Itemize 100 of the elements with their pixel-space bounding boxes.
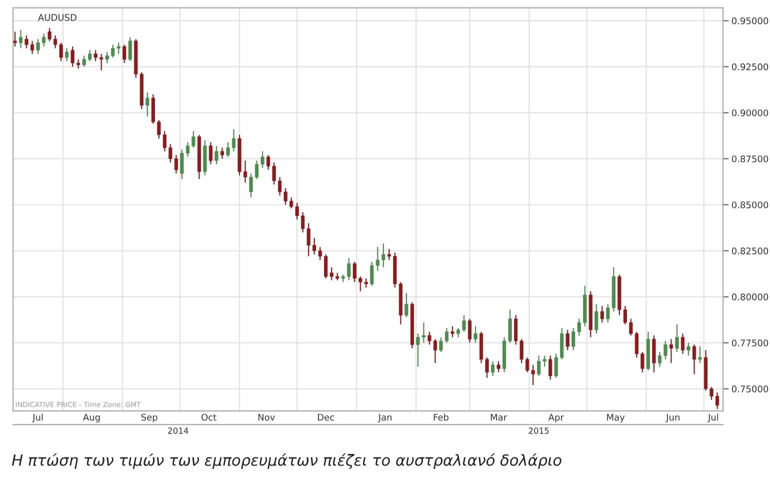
candlestick <box>82 55 86 68</box>
candlestick <box>65 48 69 62</box>
candlestick <box>13 31 17 48</box>
y-tick-label: 0.90000 <box>732 109 768 116</box>
candlestick <box>70 46 74 68</box>
candlestick <box>554 353 558 378</box>
candlestick <box>151 94 155 124</box>
candlestick <box>306 222 310 257</box>
candlestick <box>18 29 23 49</box>
candlestick <box>526 356 530 373</box>
candlestick <box>162 130 166 152</box>
candlestick <box>88 50 92 62</box>
candlestick <box>24 34 28 49</box>
candlestick <box>312 237 316 255</box>
candlestick <box>531 364 535 386</box>
candlestick <box>36 38 40 54</box>
candlestick <box>249 172 253 198</box>
candlestick <box>640 351 644 373</box>
candlestick <box>180 148 184 180</box>
candlestick <box>290 196 294 209</box>
candlestick <box>623 305 627 325</box>
candlestick <box>260 150 264 168</box>
text: Η πτώση των τιμών των εμπορευμάτων πιέζει το αυστραλιανό δολάριο <box>12 453 562 469</box>
candlestick <box>146 92 150 117</box>
x-tick-label: Jul <box>708 414 718 422</box>
candlestick <box>715 392 720 410</box>
candlestick <box>468 318 472 344</box>
y-tick-label: 0.95000 <box>732 17 768 24</box>
candlestick <box>284 188 288 206</box>
candlestick <box>444 328 449 344</box>
candlestick <box>496 360 500 373</box>
candlestick <box>490 360 495 376</box>
candlestick <box>450 326 454 338</box>
candlestick <box>658 351 662 368</box>
candlestick <box>594 304 598 334</box>
x2-tick-label: 2015 <box>528 428 549 434</box>
candlestick <box>352 261 356 283</box>
x-tick-label: Oct <box>202 414 216 421</box>
candlestick <box>508 309 512 344</box>
candlestick <box>94 50 98 62</box>
candlestick <box>174 154 178 174</box>
candlestick <box>629 318 633 336</box>
candlestick <box>122 44 126 64</box>
candlestick <box>243 160 248 184</box>
candlestick <box>600 305 604 324</box>
candlestick <box>652 334 656 373</box>
candlestick <box>168 143 172 163</box>
y-tick-label: 0.92500 <box>732 63 768 70</box>
candlestick <box>456 328 460 338</box>
candlestick <box>266 154 270 170</box>
candlestick <box>634 331 638 358</box>
candlestick <box>30 40 34 54</box>
candlestick <box>698 346 702 364</box>
y-tick-label: 0.85000 <box>732 201 768 208</box>
candlestick <box>192 130 196 148</box>
candlestick <box>100 53 104 71</box>
candlestick <box>542 355 546 368</box>
text: AUDUSD <box>38 14 76 21</box>
candlestick <box>474 326 478 344</box>
x-tick-label: Aug <box>83 414 100 422</box>
candlestick <box>439 336 443 353</box>
candlestick <box>664 340 668 360</box>
candlestick <box>606 304 610 324</box>
y-tick-label: 0.80000 <box>732 294 768 300</box>
candlestick <box>186 142 190 158</box>
candlestick <box>59 42 63 62</box>
candlestick <box>548 355 552 380</box>
candlestick <box>560 328 564 360</box>
x2-tick-label: 2014 <box>168 428 188 434</box>
candlestick <box>301 212 305 233</box>
candlestick <box>382 242 386 268</box>
candlestick <box>428 331 432 346</box>
x-tick-label: May <box>607 414 625 422</box>
candlestick <box>537 355 541 376</box>
x-tick-label: Jun <box>666 414 680 422</box>
candlestick <box>232 128 236 152</box>
x-tick-label: Dec <box>318 414 334 421</box>
candlestick <box>128 36 132 62</box>
candlestick <box>485 356 489 378</box>
candlestick <box>686 342 690 356</box>
candlestick <box>318 246 322 261</box>
candlestick <box>566 329 570 351</box>
candlestick <box>42 33 46 48</box>
y-tick-label: 0.75000 <box>732 386 768 392</box>
candlestick <box>226 142 230 158</box>
candlestick <box>157 120 161 140</box>
candlestick <box>462 314 466 332</box>
candlestick <box>514 314 518 346</box>
x-tick-label: Jan <box>378 414 392 422</box>
candlestick <box>416 333 420 368</box>
candlestick <box>680 333 685 354</box>
candlestick <box>220 147 224 160</box>
candlestick <box>208 142 213 165</box>
candlestick <box>710 386 714 400</box>
candlestick <box>387 248 391 261</box>
candlestick <box>214 145 218 165</box>
candlestick <box>520 338 524 364</box>
x-tick-label: Sep <box>141 414 158 422</box>
candlestick <box>48 28 52 42</box>
candlestick <box>433 338 438 364</box>
